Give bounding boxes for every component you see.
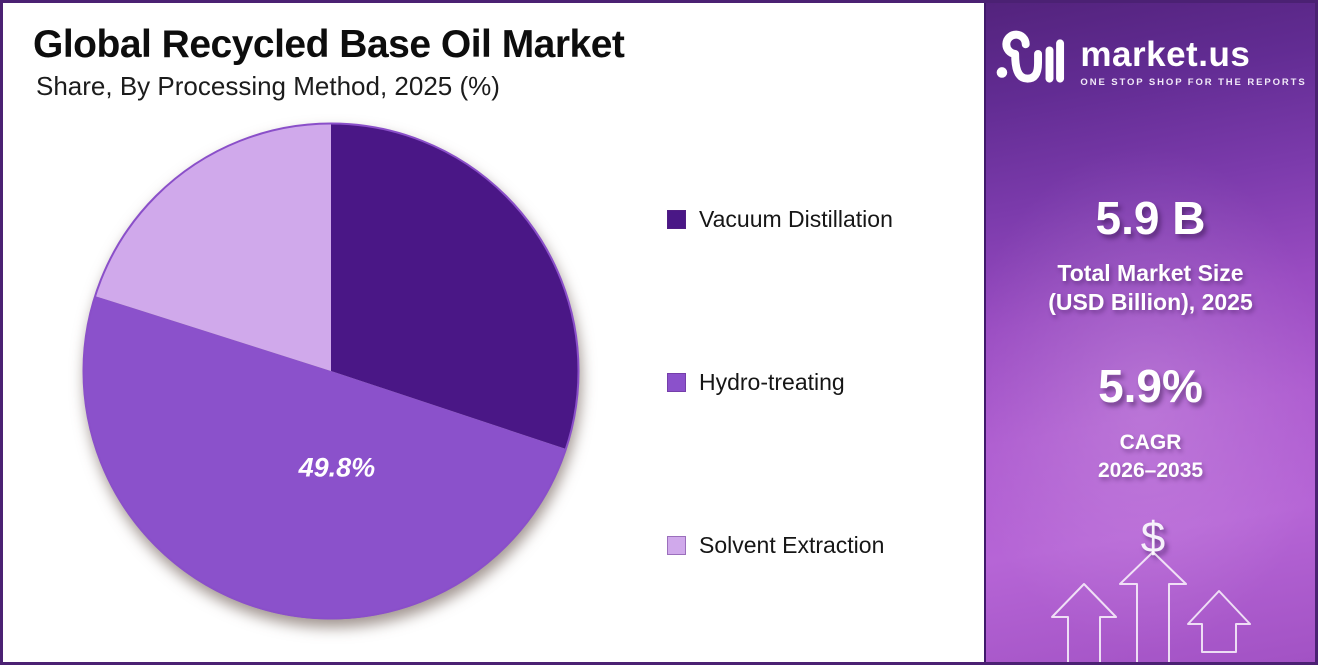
legend-swatch (667, 536, 686, 555)
cagr-label: CAGR 2026–2035 (1097, 431, 1204, 482)
market-us-logo-icon (997, 30, 1065, 83)
page-title: Global Recycled Base Oil Market (33, 23, 625, 66)
legend-item-hydro-treating: Hydro-treating (667, 368, 893, 397)
cagr-value: 5.9% (1098, 360, 1203, 412)
total-market-size-label: Total Market Size (USD Billion), 2025 (1048, 260, 1253, 315)
pie-slice-solvent-extraction (94, 123, 331, 371)
brand-tagline: ONE STOP SHOP FOR THE REPORTS (1080, 77, 1307, 88)
legend-label: Hydro-treating (699, 369, 845, 395)
legend-label: Solvent Extraction (699, 532, 885, 558)
dollar-sign-icon: $ (1140, 513, 1166, 562)
legend: Vacuum Distillation Hydro-treating Solve… (667, 205, 893, 560)
legend-swatch (667, 210, 686, 229)
legend-label: Vacuum Distillation (699, 206, 893, 232)
legend-swatch (667, 373, 686, 392)
pie-slice-label: 49.8% (298, 453, 376, 483)
pie-slice-vacuum-distillation (331, 123, 580, 450)
total-market-size-value: 5.9 B (1095, 192, 1206, 244)
pie-rim (82, 122, 580, 620)
pie-slice-hydro-treating (82, 295, 567, 620)
growth-arrows-icon (1051, 551, 1251, 662)
sidebar-panel: market.us ONE STOP SHOP FOR THE REPORTS … (984, 3, 1315, 662)
pie-chart: 49.8% (82, 122, 580, 620)
legend-item-solvent-extraction: Solvent Extraction (667, 531, 893, 560)
page-subtitle: Share, By Processing Method, 2025 (%) (36, 71, 500, 101)
legend-item-vacuum-distillation: Vacuum Distillation (667, 205, 893, 234)
brand-logo: market.us ONE STOP SHOP FOR THE REPORTS (986, 29, 1315, 93)
brand-name: market.us (1080, 35, 1251, 74)
